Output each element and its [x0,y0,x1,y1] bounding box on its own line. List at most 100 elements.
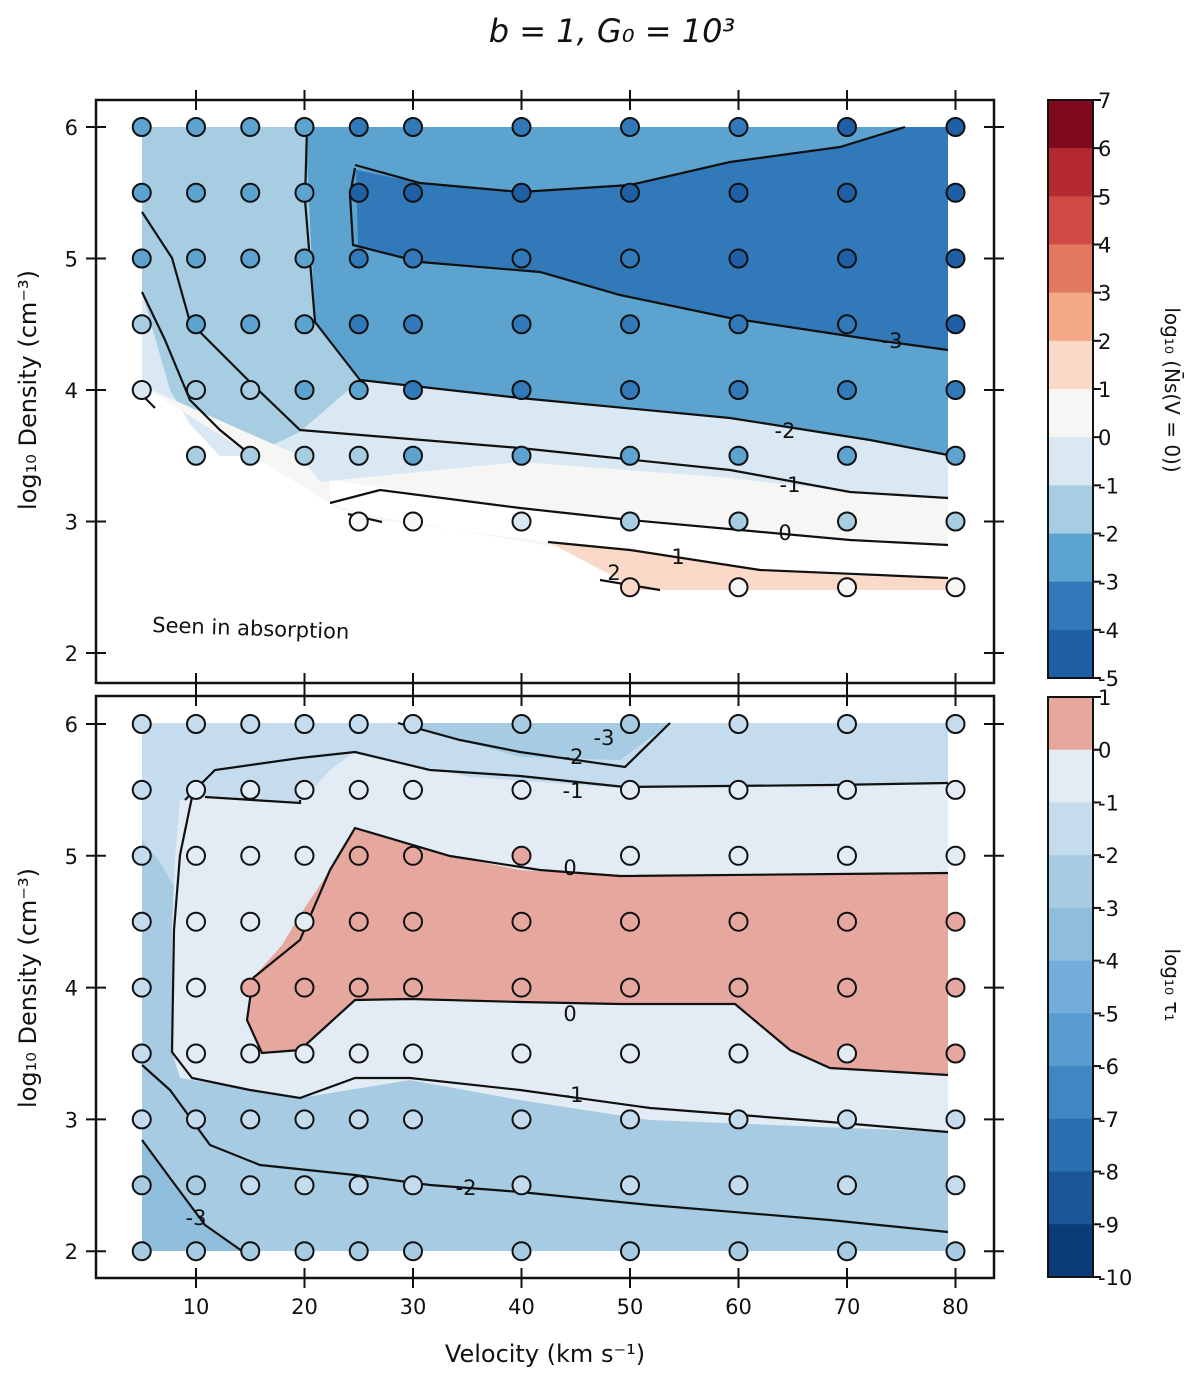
data-point [837,779,857,800]
data-point [837,511,857,532]
data-point [403,779,423,800]
data-point [837,380,857,400]
data-point [837,182,857,203]
y-tick-label: 4 [65,977,78,1001]
data-point [945,314,966,335]
data-point [294,779,315,800]
data-point [620,1043,640,1064]
data-point [186,714,206,734]
data-point [403,911,423,932]
data-point [240,779,261,800]
data-point [837,1241,857,1262]
data-point [348,182,369,203]
data-point [403,1175,423,1196]
colorbar-swatch [1048,1171,1093,1225]
data-point [186,1109,206,1130]
data-point [186,977,206,998]
data-point [728,1109,749,1130]
data-point [131,380,152,400]
data-point [348,779,369,800]
data-point [240,977,261,998]
data-point [131,1043,152,1064]
data-point [620,577,640,598]
data-point [186,1241,206,1262]
colorbar-swatch [1048,196,1093,246]
data-point [837,1175,857,1196]
colorbar-tick-label: -5 [1098,1002,1119,1026]
data-point [837,445,857,466]
data-point [837,714,857,734]
data-point [131,314,152,335]
colorbar-tick-label: -6 [1098,1055,1119,1079]
data-point [945,977,966,998]
data-point [511,1241,532,1262]
data-point [945,182,966,203]
data-point [240,380,261,400]
data-point [294,248,315,269]
data-point [620,714,640,734]
bottom-panel: -3 -2 -1 0 0 -1 -2 -3 10 20 30 40 50 60 70 80 2 3 4 5 6 lo… [14,686,1004,1368]
contour-label: 1 [671,545,684,569]
data-point [294,314,315,335]
data-point [403,1043,423,1064]
colorbar-swatch [1048,749,1093,804]
data-point [403,248,423,269]
data-point [186,380,206,400]
data-point [348,314,369,335]
top-colorbar-label: log₁₀ (N̄s(V = 0)) [1160,307,1185,472]
data-point [294,714,315,734]
data-point [837,845,857,866]
data-point [294,845,315,866]
data-point [728,248,749,269]
colorbar-swatch [1048,697,1093,751]
colorbar-swatch [1048,1118,1093,1173]
bottom-contour-0 [245,977,949,1077]
colorbar-tick-label: -2 [1098,844,1119,868]
data-point [240,911,261,932]
data-point [620,1109,640,1130]
data-point [348,977,369,998]
data-point [294,911,315,932]
data-point [728,779,749,800]
data-point [945,714,966,734]
data-point [728,714,749,734]
data-point [131,1241,152,1262]
data-point [403,314,423,335]
colorbar-swatch [1048,292,1093,342]
bottom-colorbar-swatches [1048,697,1093,1278]
data-point [945,117,966,137]
bottom-colorbar-ticks: 1 0 -1 -2 -3 -4 -5 -6 -7 -8 -9 -10 [1093,686,1132,1290]
colorbar-swatch [1048,244,1093,294]
top-y-axis-label: log₁₀ Density (cm⁻³) [14,270,42,510]
data-point [403,182,423,203]
x-axis-label: Velocity (km s⁻¹) [445,1340,645,1368]
data-point [511,977,532,998]
x-tick-label: 10 [183,1295,210,1319]
contour-label: 0 [778,521,791,545]
data-point [728,577,749,598]
data-point [403,714,423,734]
data-point [348,511,369,532]
y-tick-label: 5 [65,248,78,272]
contour-label: -3 [186,1206,207,1230]
contour-label: 2 [607,561,620,585]
data-point [294,117,315,137]
data-point [728,380,749,400]
data-point [240,248,261,269]
data-point [620,977,640,998]
colorbar-swatch [1048,485,1093,535]
data-point [837,911,857,932]
bottom-contour-minus3 [397,721,671,769]
top-plot-frame [94,98,996,685]
data-point [511,911,532,932]
data-point [186,1043,206,1064]
figure-title: b = 1, G₀ = 10³ [489,12,736,50]
data-point [728,511,749,532]
y-tick-label: 2 [65,642,78,666]
colorbar-swatch [1048,437,1093,486]
data-point [837,248,857,269]
data-point [511,511,532,532]
data-point [511,182,532,203]
colorbar-tick-label: -8 [1098,1161,1119,1185]
data-point [131,117,152,137]
